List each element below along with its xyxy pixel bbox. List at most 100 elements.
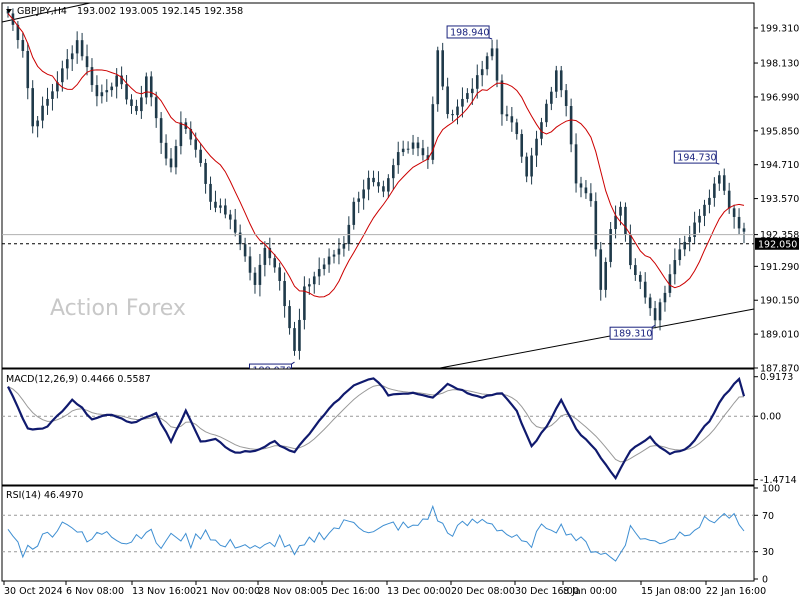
candle-body <box>125 84 128 100</box>
candle-6 <box>36 115 39 138</box>
candle-35 <box>179 111 183 155</box>
candle-body <box>135 105 138 112</box>
candle-81 <box>406 141 410 154</box>
candle-74 <box>372 170 375 187</box>
candle-body <box>698 215 701 223</box>
candle-125 <box>624 202 627 242</box>
candle-53 <box>268 237 272 266</box>
time-tick-label: 20 Dec 08:00 <box>451 586 515 597</box>
rsi-panel-frame <box>1 485 755 582</box>
candle-body <box>312 276 316 285</box>
candle-body <box>140 97 143 112</box>
candle-body <box>268 247 272 259</box>
candle-body <box>61 68 64 83</box>
candle-body <box>145 76 148 98</box>
candle-body <box>243 244 247 257</box>
candle-body <box>703 204 706 216</box>
candle-body <box>535 138 538 156</box>
upper-trendline <box>1 2 91 23</box>
candle-body <box>530 155 533 177</box>
candle-17 <box>90 58 94 92</box>
candle-80 <box>401 140 405 157</box>
candle-78 <box>391 158 395 190</box>
candle-body <box>406 148 410 150</box>
candle-68 <box>342 236 346 257</box>
candle-52 <box>263 241 267 277</box>
candle-body <box>475 75 479 89</box>
candle-134 <box>668 264 672 298</box>
candle-body <box>387 178 390 192</box>
candle-22 <box>115 68 118 99</box>
candle-body <box>130 99 133 106</box>
candle-37 <box>189 121 193 146</box>
candle-107 <box>535 130 538 167</box>
candle-103 <box>515 118 519 140</box>
candle-30 <box>154 91 158 128</box>
candle-58 <box>293 321 296 356</box>
candle-97 <box>485 52 489 76</box>
moving-average-line <box>7 13 745 298</box>
candle-body <box>584 187 588 194</box>
candle-body <box>154 97 158 119</box>
annotation-leader <box>651 324 656 328</box>
candle-101 <box>505 105 509 122</box>
candle-55 <box>278 262 281 291</box>
macd-tick-label: 0.00 <box>760 412 781 423</box>
candle-98 <box>490 39 494 61</box>
candle-9 <box>51 83 54 111</box>
candle-body <box>451 114 454 116</box>
rsi-title: RSI(14) 46.4970 <box>6 490 83 501</box>
candle-24 <box>125 75 128 105</box>
macd-signal-line <box>7 384 745 463</box>
candle-5 <box>31 80 34 134</box>
candle-body <box>337 248 341 255</box>
symbol-label: GBPJPY,H4 <box>17 6 67 17</box>
candle-body <box>317 269 321 277</box>
candle-146 <box>727 182 731 214</box>
candle-21 <box>110 82 114 97</box>
dropdown-triangle-icon[interactable] <box>6 9 12 13</box>
price-tick-label: 189.010 <box>760 330 799 341</box>
candle-body <box>515 122 519 135</box>
candle-body <box>228 214 232 220</box>
candle-body <box>219 205 222 208</box>
candle-92 <box>461 87 464 118</box>
candle-body <box>411 142 415 149</box>
time-tick-label: 30 Oct 2024 <box>4 586 63 597</box>
candle-body <box>278 267 281 281</box>
candle-body <box>233 219 237 233</box>
candle-body <box>283 280 286 307</box>
trendlines <box>1 2 755 369</box>
candle-41 <box>209 176 212 210</box>
candle-20 <box>105 79 109 102</box>
candle-body <box>624 206 627 235</box>
candle-body <box>708 197 711 205</box>
candle-body <box>70 53 74 60</box>
candle-116 <box>579 176 583 198</box>
candle-body <box>619 206 622 216</box>
candle-body <box>41 105 44 121</box>
candle-body <box>367 177 370 190</box>
time-tick-label: 30 Dec 16:00 <box>515 586 579 597</box>
candle-body <box>599 249 603 290</box>
candle-138 <box>688 225 691 252</box>
candle-64 <box>322 258 326 276</box>
candle-body <box>194 139 198 150</box>
candle-body <box>401 148 405 153</box>
candle-body <box>189 128 193 140</box>
annotation-leader <box>488 37 493 40</box>
candle-16 <box>85 44 89 76</box>
candle-body <box>614 215 617 230</box>
macd-tick-label: -1.4714 <box>760 475 797 486</box>
candle-body <box>722 175 726 191</box>
annotation-box <box>609 326 653 340</box>
candle-body <box>540 122 543 139</box>
price-annotation: 198.940 <box>446 25 493 40</box>
candle-79 <box>396 141 400 174</box>
candle-body <box>327 256 331 265</box>
candle-body <box>426 155 430 160</box>
rsi-tick-label: 0 <box>762 575 768 586</box>
candle-body <box>431 104 435 160</box>
candle-50 <box>253 267 257 294</box>
price-panel: Action Forex 198.940188.070194.730189.31… <box>1 2 799 377</box>
